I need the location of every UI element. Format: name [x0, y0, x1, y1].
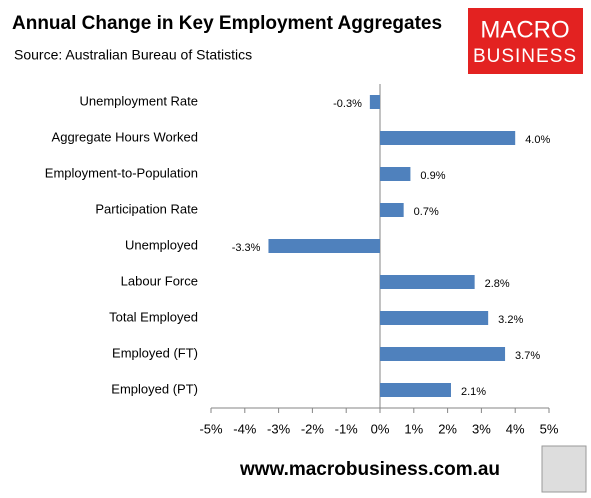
y-tick-label: Unemployment Rate [80, 93, 199, 108]
y-tick-label: Participation Rate [95, 201, 198, 216]
value-label: -3.3% [232, 242, 261, 254]
fox-icon [541, 445, 587, 493]
bar [380, 203, 404, 217]
bar [380, 383, 451, 397]
chart-subtitle: Source: Australian Bureau of Statistics [14, 47, 252, 63]
bar [380, 275, 475, 289]
x-tick-label: -4% [233, 421, 257, 436]
value-label: 2.8% [485, 278, 510, 290]
value-label: 4.0% [525, 134, 550, 146]
chart-title: Annual Change in Key Employment Aggregat… [12, 13, 442, 34]
bar [380, 131, 516, 145]
footer: www.macrobusiness.com.au [239, 459, 500, 480]
logo-box [468, 8, 583, 74]
value-label: -0.3% [333, 98, 362, 110]
y-tick-label: Aggregate Hours Worked [52, 129, 198, 144]
y-tick-label: Employed (FT) [112, 345, 198, 360]
y-tick-label: Employed (PT) [111, 381, 198, 396]
x-tick-label: 0% [371, 421, 390, 436]
x-tick-label: -2% [301, 421, 325, 436]
x-tick-label: 3% [472, 421, 491, 436]
x-tick-label: 4% [506, 421, 525, 436]
x-tick-label: -3% [267, 421, 291, 436]
y-tick-label: Total Employed [109, 309, 198, 324]
bar [369, 95, 380, 109]
x-tick-label: 2% [438, 421, 457, 436]
x-tick-label: 1% [404, 421, 423, 436]
y-tick-label: Unemployed [125, 237, 198, 252]
logo-text: MACRO [480, 16, 569, 43]
value-label: 3.7% [515, 350, 540, 362]
value-label: 0.9% [420, 170, 445, 182]
value-label: 0.7% [414, 206, 439, 218]
logo-text: BUSINESS [473, 46, 577, 67]
y-tick-label: Employment-to-Population [45, 165, 198, 180]
x-tick-label: 5% [540, 421, 559, 436]
bar [380, 311, 489, 325]
x-tick-label: -1% [335, 421, 359, 436]
bar [268, 239, 380, 253]
y-tick-label: Labour Force [121, 273, 198, 288]
value-label: 2.1% [461, 386, 486, 398]
value-label: 3.2% [498, 314, 523, 326]
bar [380, 347, 506, 361]
x-tick-label: -5% [199, 421, 223, 436]
bar [380, 167, 411, 181]
